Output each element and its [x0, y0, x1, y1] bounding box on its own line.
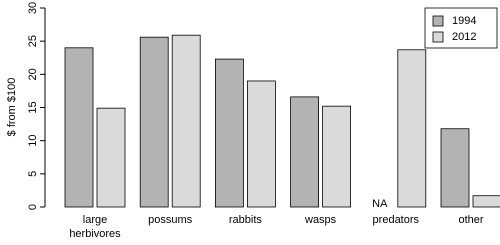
legend-swatch	[432, 15, 444, 27]
y-tick-label: 0	[27, 204, 39, 210]
x-tick-label: predators	[372, 214, 420, 226]
legend-label: 1994	[452, 15, 476, 27]
y-tick-label: 5	[27, 171, 39, 177]
y-tick-label: 30	[27, 2, 39, 14]
bar	[472, 195, 500, 208]
y-tick-label: 10	[27, 135, 39, 147]
bar	[214, 58, 244, 208]
x-tick-label: other	[458, 214, 484, 226]
x-tick-label: possums	[148, 214, 193, 226]
bar	[96, 107, 126, 208]
value-label: NA	[372, 198, 388, 210]
bar	[440, 128, 470, 208]
bar	[171, 34, 201, 208]
y-tick-label: 25	[27, 35, 39, 47]
bar	[246, 80, 276, 208]
bar	[290, 96, 320, 208]
x-tick-label: large herbivores	[69, 214, 121, 240]
x-tick-label: rabbits	[228, 214, 262, 226]
bar	[397, 49, 427, 208]
x-tick-label: wasps	[305, 214, 337, 226]
bar	[139, 36, 169, 208]
bar	[322, 105, 352, 208]
y-axis-label: $ from $100	[6, 78, 18, 137]
y-tick-label: 15	[27, 101, 39, 113]
y-tick-label: 20	[27, 68, 39, 80]
legend-label: 2012	[452, 31, 476, 43]
legend-swatch	[432, 31, 444, 43]
bar	[64, 47, 94, 208]
